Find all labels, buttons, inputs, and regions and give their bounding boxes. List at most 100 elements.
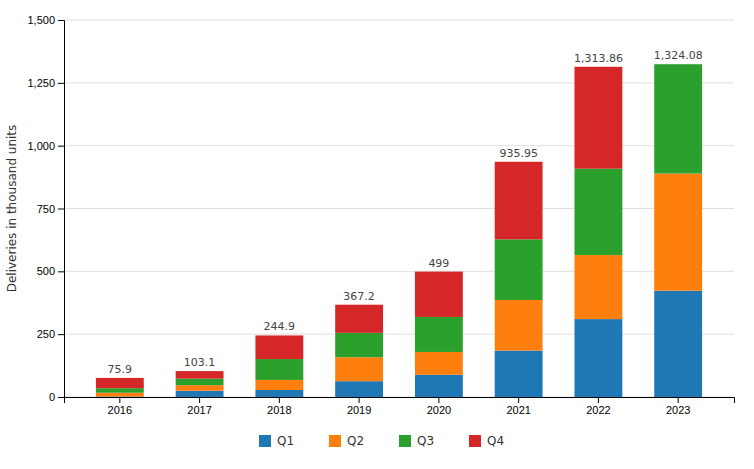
bar: [335, 357, 383, 381]
bar: [415, 375, 463, 397]
legend: Q1 Q2 Q3 Q4: [259, 434, 504, 448]
tick-label: 750: [37, 203, 55, 215]
tick-label: 2019: [347, 404, 371, 416]
y-axis-title: Deliveries in thousand units: [5, 125, 19, 293]
bar: [574, 67, 622, 169]
bar: [96, 378, 144, 388]
bar: [574, 169, 622, 255]
total-label: 935.95: [499, 147, 537, 160]
bar: [495, 300, 543, 351]
tick-mark: [58, 20, 64, 21]
bar-series: [96, 64, 702, 393]
legend-item: Q4: [469, 434, 504, 448]
plot: 75.9103.1244.9367.2499935.951,313.861,32…: [27, 14, 734, 416]
total-labels: 75.9103.1244.9367.2499935.951,313.861,32…: [108, 49, 703, 376]
legend-item: Q1: [259, 434, 294, 448]
bar: [574, 319, 622, 397]
bar: [654, 64, 702, 173]
tick-mark: [678, 397, 679, 403]
tick-mark: [58, 209, 64, 210]
tick: 500: [37, 265, 64, 277]
tick-label: 0: [49, 391, 55, 403]
total-label: 244.9: [264, 320, 296, 333]
total-label: 1,313.86: [574, 52, 623, 65]
total-label: 367.2: [343, 290, 375, 303]
tick-label: 1,250: [27, 77, 55, 89]
total-label: 103.1: [184, 356, 216, 369]
bar: [415, 352, 463, 375]
tick: 0: [49, 391, 64, 403]
tick-mark: [359, 397, 360, 403]
x-axis: 2016 2017 2018 2019 2020 2021 2022 2023: [65, 397, 735, 416]
tick: 2019: [347, 397, 371, 416]
tick-label: 2021: [506, 404, 530, 416]
bar: [255, 380, 303, 390]
grid-line: [64, 271, 734, 272]
tick: 2017: [187, 397, 211, 416]
tick-label: 1,500: [27, 14, 55, 26]
tick: 2022: [586, 397, 610, 416]
bar: [96, 393, 144, 397]
grid-line: [64, 145, 734, 146]
grid: [64, 20, 734, 397]
legend-label: Q4: [487, 434, 504, 448]
tick-label: 2016: [108, 404, 132, 416]
tick: 2020: [427, 397, 451, 416]
bar: [574, 255, 622, 319]
bars: [96, 64, 702, 397]
axis-line: [58, 21, 65, 398]
bar: [96, 388, 144, 393]
bar: [495, 239, 543, 300]
tick-label: 2023: [666, 404, 690, 416]
legend-swatch: [259, 435, 271, 447]
bar: [654, 64, 702, 65]
bar: [335, 305, 383, 333]
tick: 1,000: [27, 140, 64, 152]
tick-label: 1,000: [27, 140, 55, 152]
tick-label: 2017: [187, 404, 211, 416]
bar: [176, 371, 224, 379]
bar: [255, 359, 303, 380]
bar: [495, 351, 543, 397]
legend-label: Q3: [417, 434, 434, 448]
bar: [335, 381, 383, 397]
legend-swatch: [399, 435, 411, 447]
tick-label: 500: [37, 265, 55, 277]
tick-mark: [279, 397, 280, 403]
tick-mark: [518, 397, 519, 403]
grid-line: [64, 208, 734, 209]
grid-line: [64, 82, 734, 83]
bar: [335, 333, 383, 357]
bar-series: [96, 67, 622, 388]
tick-label: 250: [37, 328, 55, 340]
bar: [176, 391, 224, 397]
legend-label: Q1: [277, 434, 294, 448]
chart: 75.9103.1244.9367.2499935.951,313.861,32…: [0, 0, 754, 469]
bar: [654, 291, 702, 397]
tick-label: 2022: [586, 404, 610, 416]
tick-mark: [58, 271, 64, 272]
bar: [176, 385, 224, 391]
grid-line: [64, 334, 734, 335]
legend-item: Q3: [399, 434, 434, 448]
total-label: 75.9: [108, 363, 133, 376]
legend-swatch: [329, 435, 341, 447]
total-label: 499: [428, 257, 449, 270]
bar: [495, 162, 543, 240]
bar: [415, 272, 463, 317]
bar: [255, 390, 303, 397]
legend-label: Q2: [347, 434, 364, 448]
tick-mark: [58, 146, 64, 147]
tick: 2018: [267, 397, 291, 416]
tick-mark: [58, 83, 64, 84]
tick-label: 2018: [267, 404, 291, 416]
tick: 2023: [666, 397, 690, 416]
axis-line: [65, 398, 735, 404]
bar: [654, 174, 702, 291]
y-axis: 0 250 500 750 1,000 1,250 1,500: [27, 14, 64, 403]
tick: 2021: [506, 397, 530, 416]
legend-item: Q2: [329, 434, 364, 448]
legend-swatch: [469, 435, 481, 447]
tick-mark: [199, 397, 200, 403]
bar: [255, 335, 303, 359]
